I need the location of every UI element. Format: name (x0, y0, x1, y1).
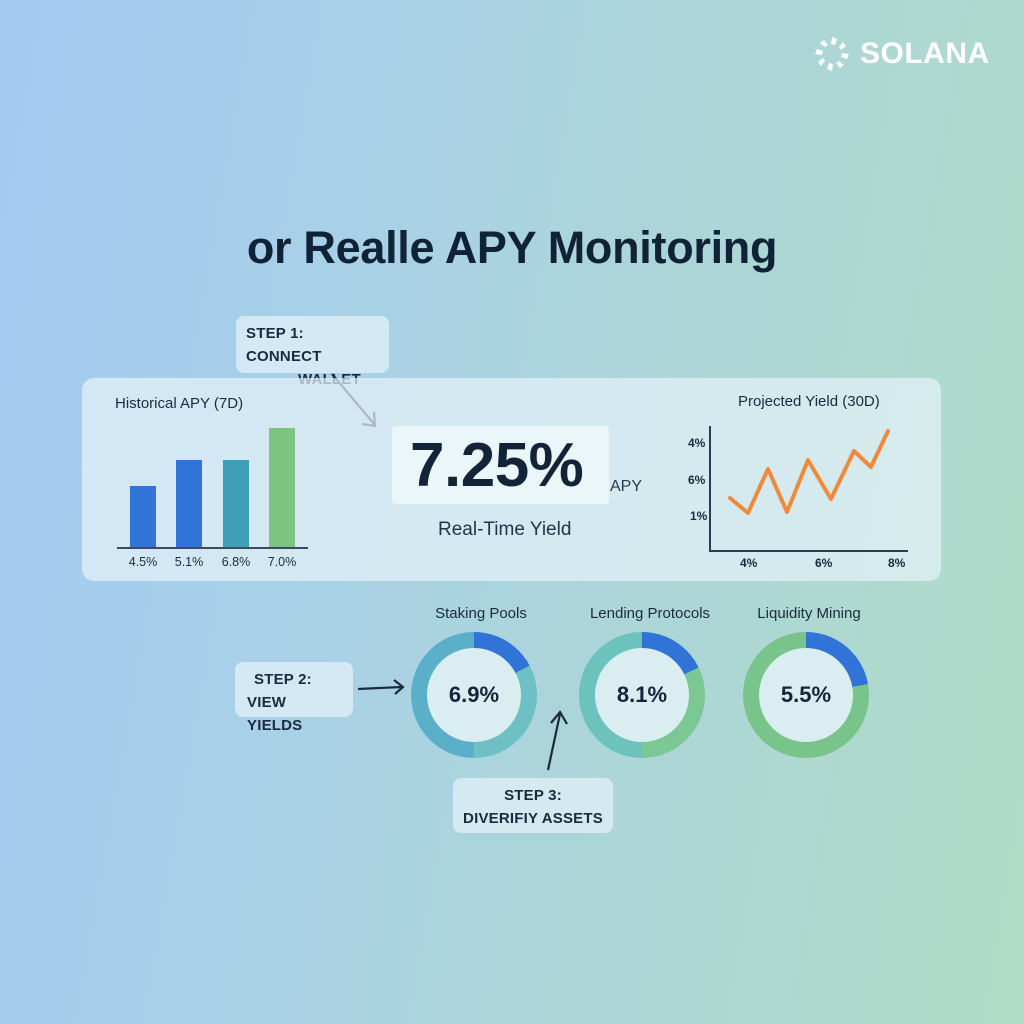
realtime-apy-value: 7.25% (410, 431, 584, 500)
x-tick-1: 4% (740, 556, 758, 570)
bar-label-3: 6.8% (221, 555, 251, 569)
brand-logo: SOLANA (812, 34, 990, 74)
staking-pools-title: Staking Pools (435, 605, 527, 622)
historical-apy-bar-chart (117, 418, 308, 549)
realtime-apy-unit: APY (610, 478, 643, 495)
page-title: or Realle APY Monitoring (246, 222, 778, 273)
bar-label-4: 7.0% (267, 555, 297, 569)
projected-yield-line-chart (709, 426, 908, 552)
projected-yield-title: Projected Yield (30D) (738, 393, 880, 410)
step-1-callout: STEP 1: CONNECT WALLET (236, 316, 389, 388)
lending-protocols-donut: 8.1% (579, 632, 705, 758)
bar-label-1: 4.5% (128, 555, 158, 569)
step-3-callout: STEP 3: DIVERIFIY ASSETS (453, 778, 613, 833)
bar-4 (269, 428, 295, 547)
historical-apy-title: Historical APY (7D) (115, 395, 244, 412)
y-tick-3: 1% (690, 509, 708, 523)
bar-label-2: 5.1% (174, 555, 204, 569)
y-tick-2: 6% (688, 473, 706, 487)
bar-2 (176, 460, 202, 547)
bar-1 (130, 486, 156, 547)
step-3-arrow-icon (546, 710, 568, 771)
y-tick-1: 4% (688, 436, 706, 450)
step-2-callout: STEP 2: VIEW YIELDS (235, 662, 353, 734)
liquidity-mining-value: 5.5% (759, 648, 853, 742)
step-3-line2: DIVERIFIY ASSETS (463, 810, 603, 827)
lending-protocols-title: Lending Protocols (589, 605, 711, 622)
step-2-line2: VIEW YIELDS (247, 694, 303, 734)
liquidity-mining-donut: 5.5% (743, 632, 869, 758)
staking-pools-donut: 6.9% (411, 632, 537, 758)
x-tick-2: 6% (815, 556, 833, 570)
step-2-arrow-icon (357, 679, 405, 695)
staking-pools-value: 6.9% (427, 648, 521, 742)
projected-yield-series (728, 429, 890, 515)
step-1-line1: STEP 1: CONNECT (246, 325, 322, 365)
bar-3 (223, 460, 249, 547)
solana-swirl-icon (815, 37, 849, 71)
brand-name: SOLANA (860, 37, 990, 70)
step-3-line1: STEP 3: (504, 787, 562, 804)
x-tick-3: 8% (888, 556, 906, 570)
realtime-apy-caption: Real-Time Yield (438, 519, 572, 540)
apy-value-box (392, 426, 609, 504)
apy-dashboard-panel: Historical APY (7D) 4.5% 5.1% 6.8% 7.0% … (82, 378, 941, 581)
step-2-line1: STEP 2: (254, 671, 312, 688)
bar-x-axis (117, 547, 308, 549)
liquidity-mining-title: Liquidity Mining (757, 605, 861, 622)
lending-protocols-value: 8.1% (595, 648, 689, 742)
